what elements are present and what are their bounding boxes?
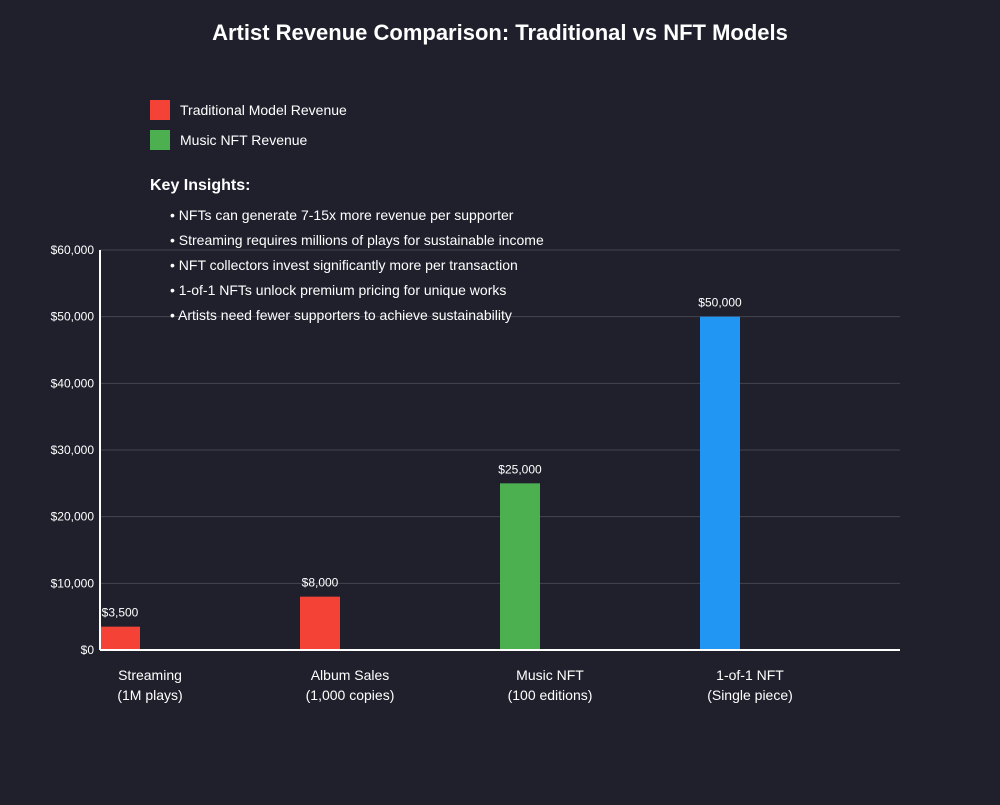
bar-value-label: $25,000 <box>498 462 542 476</box>
x-tick-sublabel: (100 editions) <box>508 687 593 703</box>
bar <box>700 316 740 650</box>
legend-label-nft: Music NFT Revenue <box>180 132 308 148</box>
bar <box>300 596 340 650</box>
y-tick-label: $60,000 <box>51 243 95 257</box>
x-tick-sublabel: (1,000 copies) <box>306 687 395 703</box>
x-tick-label: 1-of-1 NFT <box>716 667 784 683</box>
insights-heading: Key Insights: <box>150 177 250 194</box>
y-tick-label: $0 <box>81 643 95 657</box>
insight-item: • Streaming requires millions of plays f… <box>170 232 544 248</box>
legend-swatch-nft <box>150 130 170 150</box>
y-tick-label: $30,000 <box>51 443 95 457</box>
bar-value-label: $50,000 <box>698 296 742 310</box>
x-tick-label: Streaming <box>118 667 182 683</box>
bar-value-label: $8,000 <box>302 576 339 590</box>
y-tick-label: $50,000 <box>51 310 95 324</box>
bar <box>100 626 140 650</box>
legend: Traditional Model Revenue Music NFT Reve… <box>150 100 347 150</box>
insight-item: • Artists need fewer supporters to achie… <box>170 307 512 323</box>
axis-layer: $0 $10,000 $20,000 $30,000 $40,000 $50,000 $60… <box>51 243 900 703</box>
x-tick-sublabel: (1M plays) <box>117 687 182 703</box>
x-tick-sublabel: (Single piece) <box>707 687 793 703</box>
insight-item: • NFTs can generate 7-15x more revenue p… <box>170 207 514 223</box>
legend-label-traditional: Traditional Model Revenue <box>180 102 347 118</box>
x-tick-label: Album Sales <box>311 667 390 683</box>
y-tick-label: $40,000 <box>51 376 95 390</box>
y-tick-label: $10,000 <box>51 576 95 590</box>
legend-swatch-traditional <box>150 100 170 120</box>
insight-item: • NFT collectors invest significantly mo… <box>170 257 518 273</box>
insight-item: • 1-of-1 NFTs unlock premium pricing for… <box>170 282 506 298</box>
bar-layer: $3,500 $8,000 $25,000 $50,000 <box>100 296 742 650</box>
key-insights: Key Insights: • NFTs can generate 7-15x … <box>150 177 544 323</box>
x-tick-label: Music NFT <box>516 667 584 683</box>
chart-title: Artist Revenue Comparison: Traditional v… <box>212 20 788 45</box>
y-tick-label: $20,000 <box>51 510 95 524</box>
bar <box>500 483 540 650</box>
bar-value-label: $3,500 <box>102 606 139 620</box>
